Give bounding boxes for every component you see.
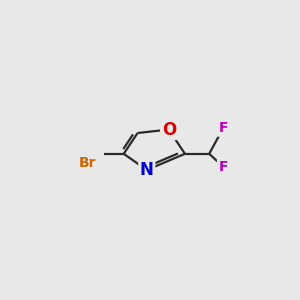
Text: Br: Br (79, 156, 97, 170)
Text: O: O (162, 121, 176, 139)
Text: F: F (218, 160, 228, 173)
Text: F: F (218, 122, 228, 135)
Text: N: N (140, 161, 154, 179)
